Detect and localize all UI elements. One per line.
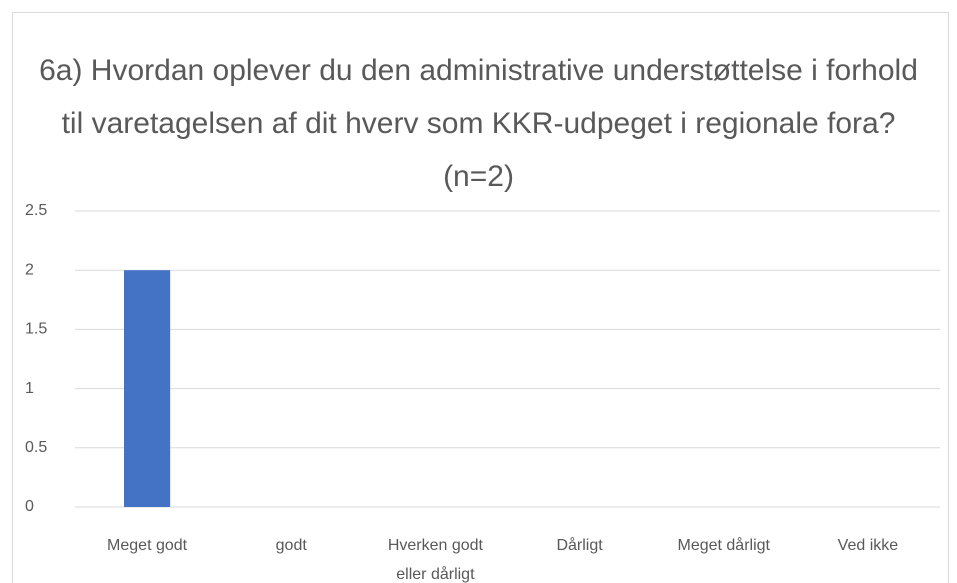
y-tick-label: 2.5 (25, 202, 47, 219)
chart-title: 6a) Hvordan oplever du den administrativ… (39, 54, 918, 193)
x-tick-label: Dårligt (556, 537, 603, 554)
y-tick-label: 1.5 (25, 321, 47, 338)
x-tick-label: godt (275, 537, 307, 554)
bar (124, 270, 171, 507)
y-tick-label: 1 (25, 380, 34, 397)
y-tick-label: 0.5 (25, 439, 47, 456)
x-tick-label: Meget dårligt (677, 537, 770, 554)
y-tick-label: 2 (25, 261, 34, 278)
x-tick-label: Ved ikke (837, 537, 899, 554)
x-tick-label: Meget godt (107, 537, 188, 554)
x-tick-label: Hverken godt eller dårligt (387, 537, 483, 583)
y-tick-label: 0 (25, 498, 34, 515)
chart-frame (12, 12, 949, 583)
